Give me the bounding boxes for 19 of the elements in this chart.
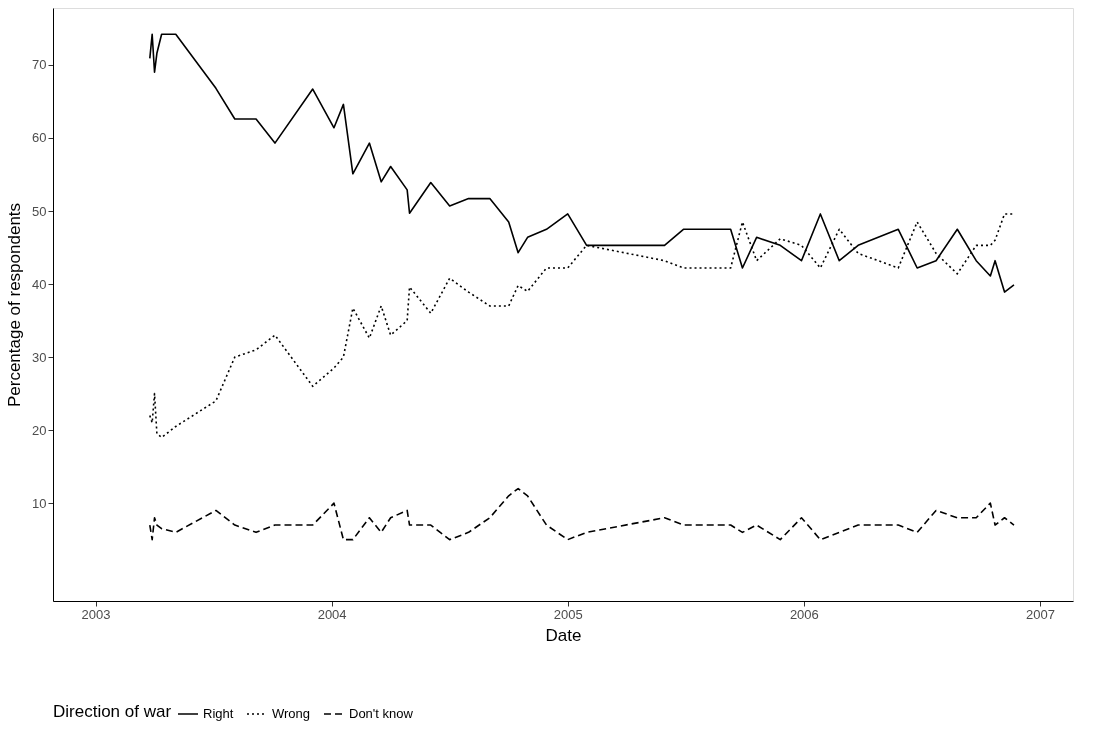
x-axis-title: Date bbox=[545, 625, 582, 645]
x-tick-label: 2006 bbox=[789, 606, 819, 622]
y-tick-label: 70 bbox=[32, 57, 47, 73]
y-tick-label: 30 bbox=[32, 349, 47, 365]
legend-label: Right bbox=[203, 706, 234, 721]
y-tick-label: 10 bbox=[32, 495, 47, 511]
y-tick-label: 40 bbox=[32, 276, 47, 292]
line-series bbox=[149, 487, 1015, 541]
x-tick-label: 2007 bbox=[1025, 606, 1055, 622]
legend-label: Wrong bbox=[272, 706, 311, 721]
legend-title: Direction of war bbox=[53, 702, 172, 721]
x-tick-label: 2005 bbox=[553, 606, 583, 622]
legend-label: Don't know bbox=[349, 706, 414, 721]
y-tick-label: 20 bbox=[32, 422, 47, 438]
x-tick-label: 2003 bbox=[81, 606, 111, 622]
y-tick-label: 60 bbox=[32, 130, 47, 146]
x-tick-label: 2004 bbox=[317, 606, 347, 622]
y-tick-label: 50 bbox=[32, 203, 47, 219]
y-axis-title: Percentage of respondents bbox=[5, 202, 25, 408]
